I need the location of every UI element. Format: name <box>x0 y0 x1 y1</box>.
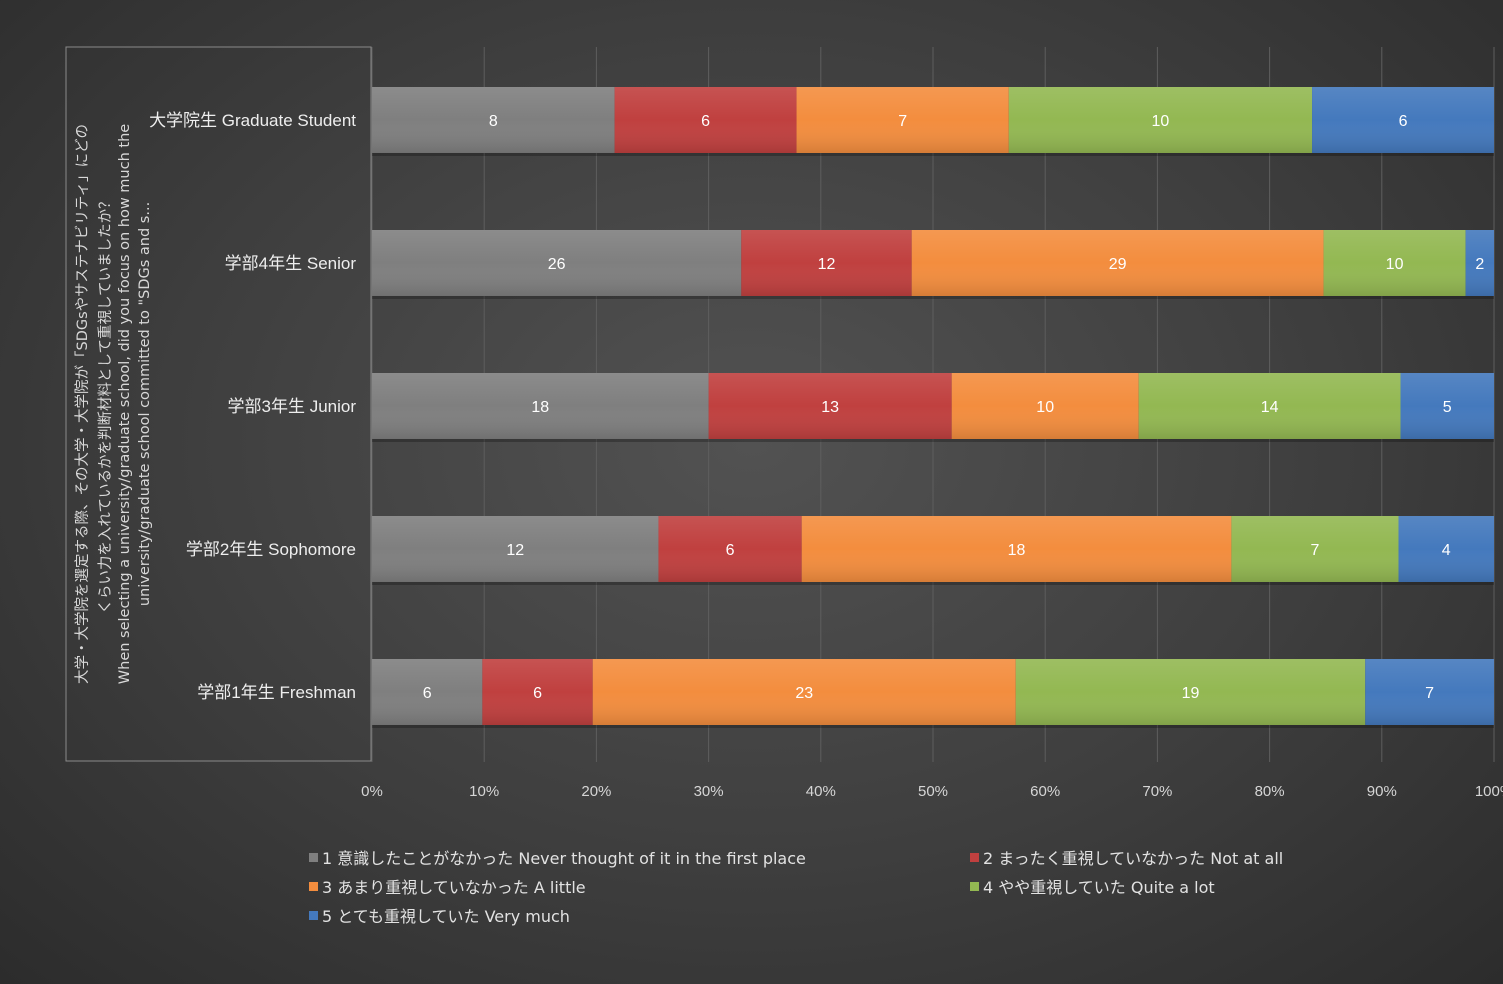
y-axis-title-line: When selecting a university/graduate sch… <box>117 124 133 684</box>
bar-segment-shade <box>1008 87 1313 153</box>
x-tick-label: 70% <box>1142 783 1172 800</box>
data-label: 13 <box>821 399 839 416</box>
bar-segment-shade <box>372 516 659 582</box>
y-axis-title-box <box>65 46 372 762</box>
bar-segment-shade <box>614 87 797 153</box>
legend-swatch <box>970 853 979 862</box>
category-label: 学部1年生 Freshman <box>197 683 356 702</box>
bar-series <box>372 87 1494 728</box>
bar-segment-shade <box>372 87 615 153</box>
bar-segment-shade <box>911 230 1324 296</box>
bar-segment-shade <box>741 230 912 296</box>
data-label: 26 <box>548 256 566 273</box>
legend-swatch <box>970 882 979 891</box>
bar-segment-shade <box>796 87 1009 153</box>
x-tick-label: 100% <box>1475 783 1503 800</box>
bar-segment-shade <box>1465 230 1494 296</box>
bar-segment-shade <box>1312 87 1494 153</box>
bar-segment-shade <box>1400 373 1494 439</box>
bar-shadow <box>372 725 1494 728</box>
legend: 1 意識したことがなかった Never thought of it in the… <box>309 849 1283 926</box>
legend-entry: 5 とても重視していた Very much <box>322 907 570 926</box>
data-label: 23 <box>795 685 813 702</box>
data-label: 18 <box>531 399 549 416</box>
data-label: 10 <box>1386 256 1404 273</box>
bar-segment-shade <box>951 373 1139 439</box>
data-label: 8 <box>489 113 498 130</box>
bar-segment-shade <box>372 230 742 296</box>
data-label: 6 <box>701 113 710 130</box>
x-tick-label: 50% <box>918 783 948 800</box>
legend-swatch <box>309 882 318 891</box>
data-label: 10 <box>1152 113 1170 130</box>
data-label: 6 <box>1399 113 1408 130</box>
data-label: 7 <box>898 113 907 130</box>
legend-entry: 4 やや重視していた Quite a lot <box>983 878 1215 897</box>
data-labels: 8 6 7 10 6 26 12 29 10 2 18 13 10 14 5 12 6 18 7 4 6 6 23 19 7 <box>423 113 1485 702</box>
data-label: 10 <box>1036 399 1054 416</box>
data-label: 12 <box>818 256 836 273</box>
bar-segment-shade <box>658 516 802 582</box>
x-tick-label: 80% <box>1255 783 1285 800</box>
data-label: 6 <box>533 685 542 702</box>
data-label: 7 <box>1425 685 1434 702</box>
x-tick-label: 0% <box>361 783 383 800</box>
category-label: 大学院生 Graduate Student <box>149 111 356 130</box>
legend-entry: 3 あまり重視していなかった A little <box>322 878 586 897</box>
data-label: 12 <box>506 542 524 559</box>
bar-segment-shade <box>1015 659 1366 725</box>
x-tick-label: 10% <box>469 783 499 800</box>
data-label: 2 <box>1475 256 1484 273</box>
bar-segment-shade <box>1398 516 1494 582</box>
y-axis-title-line: くらい力を入れているかを判断材料として重視していましたか？ <box>97 194 114 613</box>
x-tick-label: 30% <box>694 783 724 800</box>
bar-segment-shade <box>592 659 1016 725</box>
legend-entry: 2 まったく重視していなかった Not at all <box>983 849 1283 868</box>
bar-segment-shade <box>1138 373 1401 439</box>
category-label: 学部4年生 Senior <box>225 254 357 273</box>
bar-shadow <box>372 153 1494 156</box>
data-label: 18 <box>1008 542 1026 559</box>
x-tick-label: 60% <box>1030 783 1060 800</box>
data-label: 14 <box>1261 399 1279 416</box>
data-label: 4 <box>1442 542 1451 559</box>
x-tick-label: 40% <box>806 783 836 800</box>
data-label: 7 <box>1311 542 1320 559</box>
y-axis-title: 大学・大学院を選定する際、その大学・大学院が「SDGsやサステナビリティ」にどの… <box>74 124 153 684</box>
bar-segment-shade <box>1231 516 1399 582</box>
category-labels: 大学院生 Graduate Student 学部4年生 Senior 学部3年生 J… <box>149 111 356 702</box>
data-label: 29 <box>1109 256 1127 273</box>
x-tick-label: 20% <box>581 783 611 800</box>
legend-swatch <box>309 853 318 862</box>
legend-swatch <box>309 911 318 920</box>
bar-segment-shade <box>801 516 1232 582</box>
data-label: 5 <box>1443 399 1452 416</box>
legend-entry: 1 意識したことがなかった Never thought of it in the… <box>322 849 806 868</box>
bar-segment-shade <box>372 659 483 725</box>
bar-shadow <box>372 439 1494 442</box>
bar-segment-shade <box>482 659 593 725</box>
x-tick-label: 90% <box>1367 783 1397 800</box>
bar-shadow <box>372 582 1494 585</box>
bar-segment-shade <box>1323 230 1466 296</box>
y-axis-title-line: 大学・大学院を選定する際、その大学・大学院が「SDGsやサステナビリティ」にどの <box>74 124 91 684</box>
data-label: 6 <box>423 685 432 702</box>
data-label: 19 <box>1182 685 1200 702</box>
bar-segment-shade <box>1365 659 1494 725</box>
bar-shadow <box>372 296 1494 299</box>
category-label: 学部2年生 Sophomore <box>186 540 356 559</box>
y-axis-title-line: university/graduate school committed to … <box>137 202 153 606</box>
data-label: 6 <box>726 542 735 559</box>
bar-segment-shade <box>708 373 952 439</box>
x-axis-tick-labels: 0% 10% 20% 30% 40% 50% 60% 70% 80% 90% 100% <box>361 783 1503 800</box>
bar-segment-shade <box>372 373 709 439</box>
category-label: 学部3年生 Junior <box>228 397 357 416</box>
